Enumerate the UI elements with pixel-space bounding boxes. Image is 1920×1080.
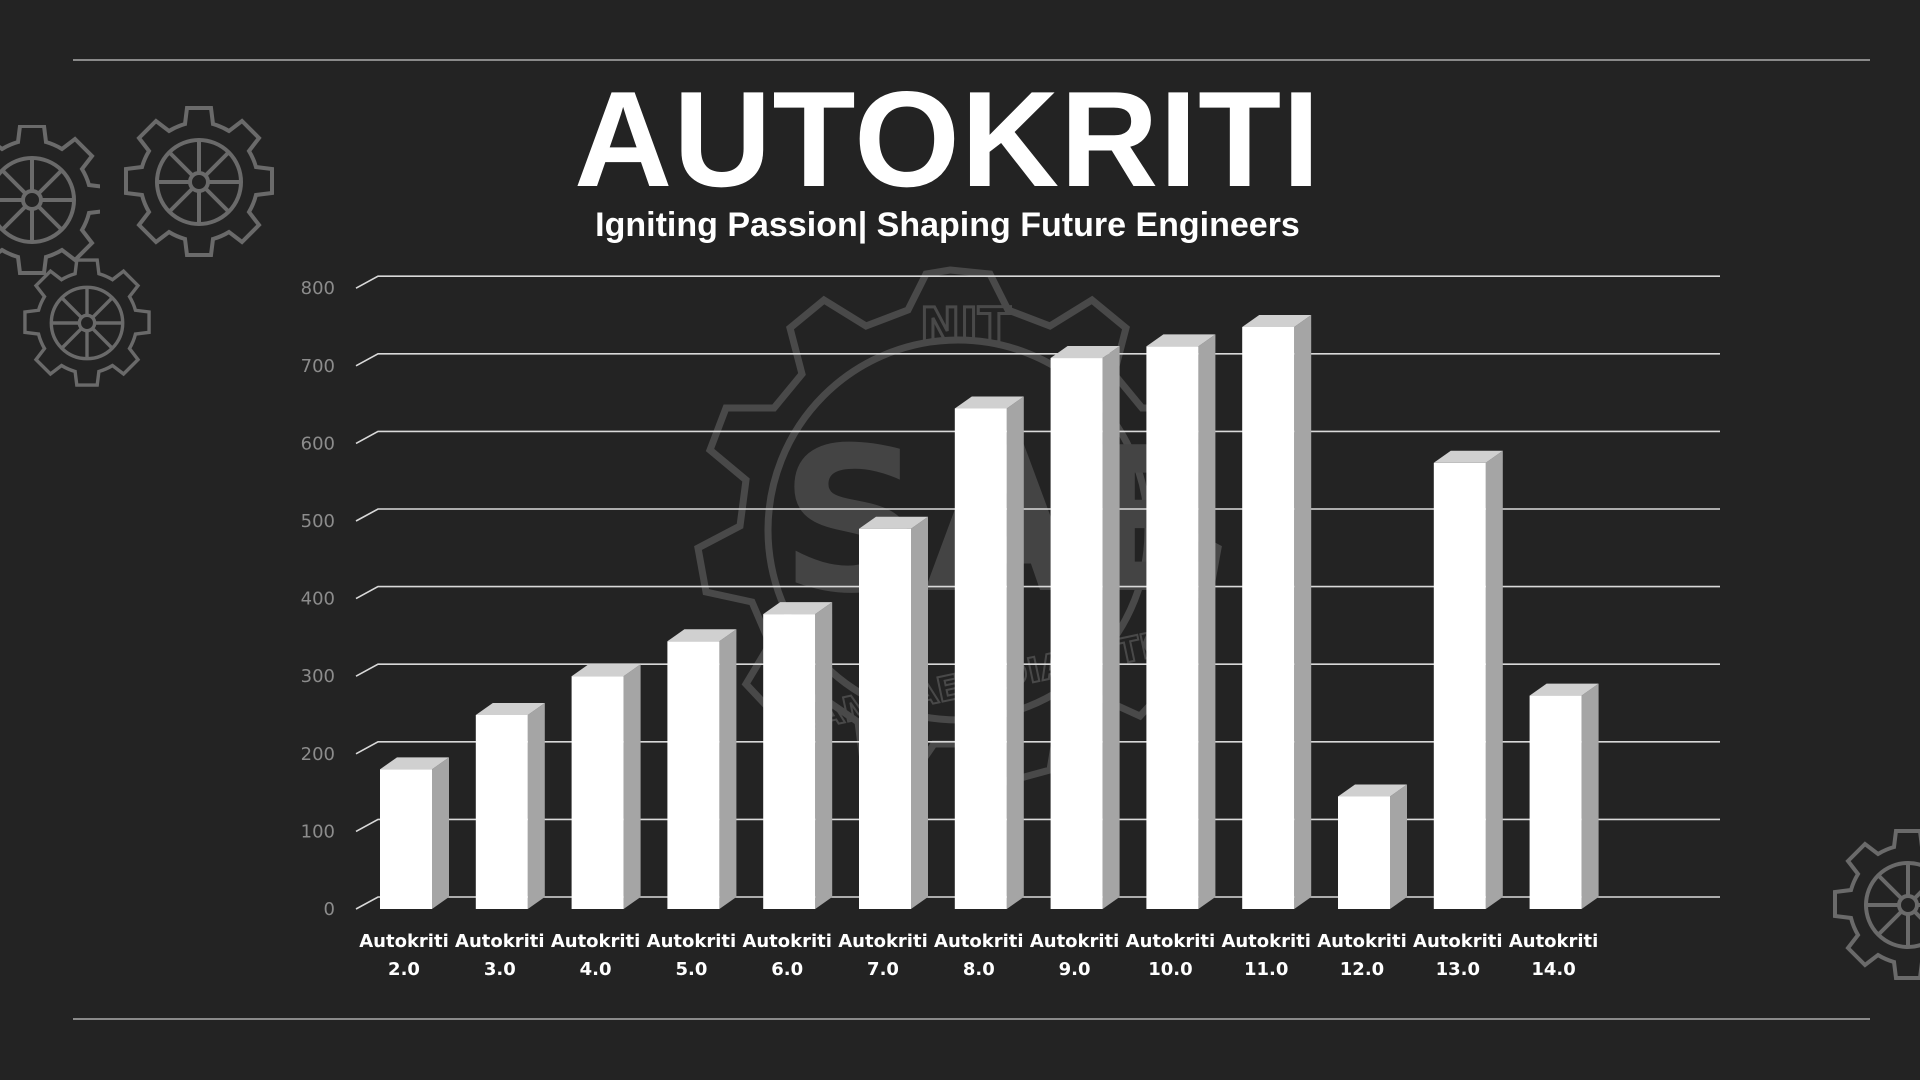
x-tick-label: Autokriti 3.0 [455, 931, 545, 980]
gridline [356, 742, 1720, 754]
bar-side [911, 517, 928, 909]
bar [667, 641, 719, 909]
x-tick-label-line: 2.0 [388, 959, 420, 980]
x-tick-label-line: Autokriti [934, 931, 1024, 952]
bar-side [1198, 334, 1215, 909]
bar-side [1486, 451, 1503, 909]
x-tick-label-line: 10.0 [1148, 959, 1192, 980]
gridline [356, 587, 1720, 599]
x-tick-label-line: 11.0 [1244, 959, 1288, 980]
bar-side [1390, 784, 1407, 909]
x-tick-label-line: Autokriti [647, 931, 737, 952]
x-tick-label: Autokriti 9.0 [1030, 931, 1120, 980]
x-tick-label-line: Autokriti [1221, 931, 1311, 952]
y-tick-label: 200 [301, 744, 335, 765]
bar-side [1294, 315, 1311, 909]
x-tick-label-line: Autokriti [1126, 931, 1216, 952]
bar [1530, 696, 1582, 909]
x-tick-label: Autokriti 14.0 [1509, 931, 1599, 980]
gridline [356, 354, 1720, 366]
x-tick-label-line: 7.0 [867, 959, 899, 980]
x-tick-label: Autokriti 7.0 [838, 931, 928, 980]
x-tick-label-line: 14.0 [1531, 959, 1575, 980]
x-tick-label: Autokriti 4.0 [551, 931, 641, 980]
y-tick-label: 400 [301, 589, 335, 610]
gridline [356, 897, 1720, 909]
bar-side [719, 629, 736, 909]
x-tick-label-line: 9.0 [1059, 959, 1091, 980]
y-tick-label: 800 [301, 278, 335, 299]
x-tick-label: Autokriti 13.0 [1413, 931, 1503, 980]
y-tick-label: 300 [301, 666, 335, 687]
gridline [356, 819, 1720, 831]
y-tick-label: 700 [301, 356, 335, 377]
bar-side [815, 602, 832, 909]
x-tick-label-line: Autokriti [1317, 931, 1407, 952]
x-tick-label: Autokriti 8.0 [934, 931, 1024, 980]
x-tick-label-line: Autokriti [359, 931, 449, 952]
y-tick-label: 100 [301, 821, 335, 842]
x-tick-label-line: Autokriti [1030, 931, 1120, 952]
bar [476, 715, 528, 909]
x-tick-label: Autokriti 12.0 [1317, 931, 1407, 980]
bar [859, 529, 911, 909]
x-tick-label-line: 8.0 [963, 959, 995, 980]
bar [1434, 463, 1486, 909]
x-tick-label: Autokriti 2.0 [359, 931, 449, 980]
x-tick-label-line: 4.0 [580, 959, 612, 980]
bar-side [528, 703, 545, 909]
gridline [356, 431, 1720, 443]
x-tick-label-line: Autokriti [742, 931, 832, 952]
x-tick-label-line: Autokriti [455, 931, 545, 952]
bar-side [1007, 396, 1024, 909]
x-tick-label-line: 13.0 [1436, 959, 1480, 980]
bar [1146, 346, 1198, 909]
x-tick-label-line: 6.0 [771, 959, 803, 980]
x-tick-label-line: 12.0 [1340, 959, 1384, 980]
y-tick-label: 0 [324, 899, 335, 920]
x-tick-label: Autokriti 5.0 [647, 931, 737, 980]
x-tick-label: Autokriti 6.0 [742, 931, 832, 980]
bar [1242, 327, 1294, 909]
x-tick-label: Autokriti 11.0 [1221, 931, 1311, 980]
bar [763, 614, 815, 909]
bar-side [624, 664, 641, 909]
bar [955, 408, 1007, 909]
gridline [356, 509, 1720, 521]
x-tick-label-line: Autokriti [838, 931, 928, 952]
x-tick-label-line: 5.0 [675, 959, 707, 980]
gridline [356, 664, 1720, 676]
y-tick-label: 500 [301, 511, 335, 532]
x-tick-label-line: 3.0 [484, 959, 516, 980]
bar [572, 676, 624, 909]
bar-side [1582, 684, 1599, 909]
x-tick-label: Autokriti 10.0 [1126, 931, 1216, 980]
gridline [356, 276, 1720, 288]
x-tick-label-line: Autokriti [1413, 931, 1503, 952]
bar-side [432, 757, 449, 909]
x-tick-label-line: Autokriti [1509, 931, 1599, 952]
bar [1051, 358, 1103, 909]
bar-side [1103, 346, 1120, 909]
bar [1338, 796, 1390, 909]
y-tick-label: 600 [301, 433, 335, 454]
x-tick-label-line: Autokriti [551, 931, 641, 952]
bar [380, 769, 432, 909]
